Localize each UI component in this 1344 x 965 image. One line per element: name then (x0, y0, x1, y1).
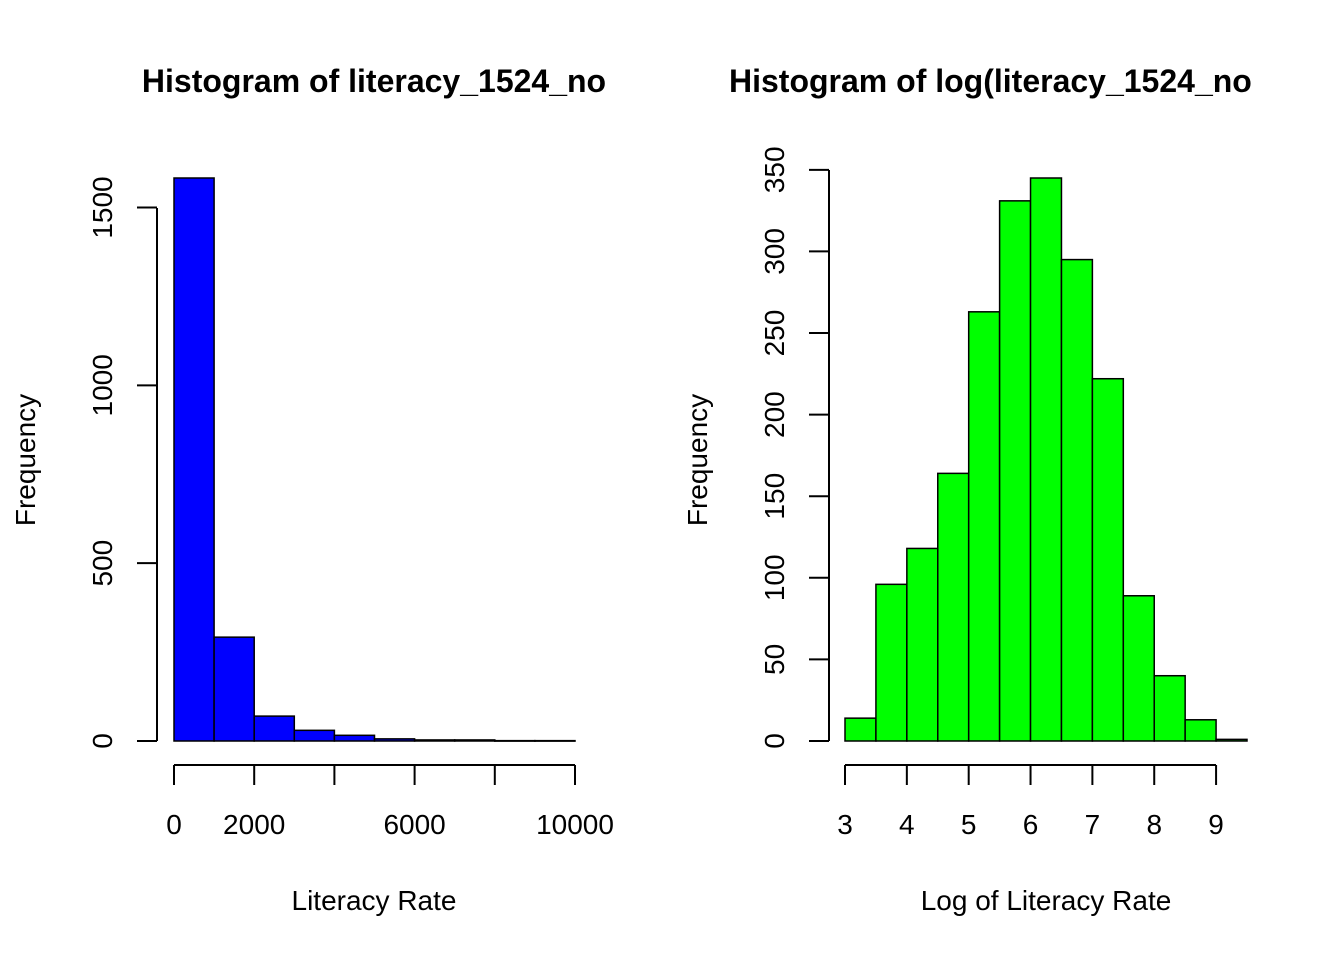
right-x-tick-label-4: 7 (1085, 809, 1101, 840)
left-title: Histogram of literacy_1524_no (142, 63, 606, 99)
right-y-tick-label-7: 350 (759, 146, 790, 193)
right-y-tick-label-6: 300 (759, 228, 790, 275)
right-bar-0 (844, 717, 877, 742)
right-panel: Histogram of log(literacy_1524_no 3 4 5 6 7 8… (682, 63, 1252, 916)
left-x-tick-label-3: 6000 (383, 809, 445, 840)
right-bar-10 (1153, 674, 1186, 742)
right-x-axis-label: Log of Literacy Rate (921, 885, 1172, 916)
left-bar-9 (534, 739, 576, 742)
left-y-tick-label-0: 0 (87, 733, 118, 749)
left-bar-1 (213, 636, 255, 742)
right-bar-5 (998, 200, 1032, 742)
right-x-tick-label-2: 5 (961, 809, 977, 840)
right-x-tick-label-6: 9 (1208, 809, 1224, 840)
left-bar-7 (453, 739, 496, 742)
right-x-tick-label-5: 8 (1146, 809, 1162, 840)
right-x-tick-label-3: 6 (1023, 809, 1039, 840)
right-bar-6 (1029, 177, 1063, 742)
right-bar-12 (1215, 738, 1248, 742)
right-y-axis-label: Frequency (682, 394, 713, 526)
right-bars (844, 177, 1248, 742)
right-title: Histogram of log(literacy_1524_no (729, 63, 1252, 99)
right-y-tick-label-1: 50 (759, 644, 790, 675)
left-panel: Histogram of literacy_1524_no 0 2000 6000 1… (10, 63, 614, 916)
right-y-tick-label-4: 200 (759, 391, 790, 438)
right-bar-9 (1122, 595, 1155, 742)
right-bar-7 (1060, 258, 1094, 742)
left-bar-2 (253, 715, 296, 742)
left-bar-6 (413, 739, 456, 742)
right-x-tick-label-1: 4 (899, 809, 915, 840)
left-bar-0 (173, 177, 215, 742)
right-y-tick-label-5: 250 (759, 310, 790, 357)
left-x-tick-label-1: 2000 (223, 809, 285, 840)
left-y-tick-label-2: 1000 (87, 354, 118, 416)
left-y-axis-label: Frequency (10, 394, 41, 526)
left-x-ticks: 0 2000 6000 10000 (166, 765, 614, 840)
right-y-ticks: 0 50 100 150 200 250 300 350 (759, 146, 829, 749)
right-bar-4 (967, 311, 1001, 742)
left-y-tick-label-1: 500 (87, 540, 118, 587)
left-y-ticks: 0 500 1000 1500 (87, 176, 157, 749)
left-bar-3 (293, 729, 336, 742)
left-bar-5 (373, 738, 416, 742)
right-y-tick-label-0: 0 (759, 733, 790, 749)
right-x-ticks: 3 4 5 6 7 8 9 (837, 765, 1224, 840)
right-bar-8 (1091, 377, 1125, 742)
left-x-axis-label: Literacy Rate (292, 885, 457, 916)
left-x-tick-label-0: 0 (166, 809, 182, 840)
left-y-tick-label-3: 1500 (87, 176, 118, 238)
right-bar-3 (937, 472, 970, 742)
right-y-tick-label-2: 100 (759, 554, 790, 601)
right-bar-2 (906, 547, 939, 742)
right-bar-1 (875, 583, 908, 742)
left-bar-4 (333, 734, 376, 742)
right-bar-11 (1184, 719, 1217, 742)
right-x-tick-label-0: 3 (837, 809, 853, 840)
right-y-tick-label-3: 150 (759, 473, 790, 520)
left-bars (173, 177, 576, 742)
left-x-tick-label-5: 10000 (536, 809, 614, 840)
left-bar-8 (494, 739, 536, 742)
